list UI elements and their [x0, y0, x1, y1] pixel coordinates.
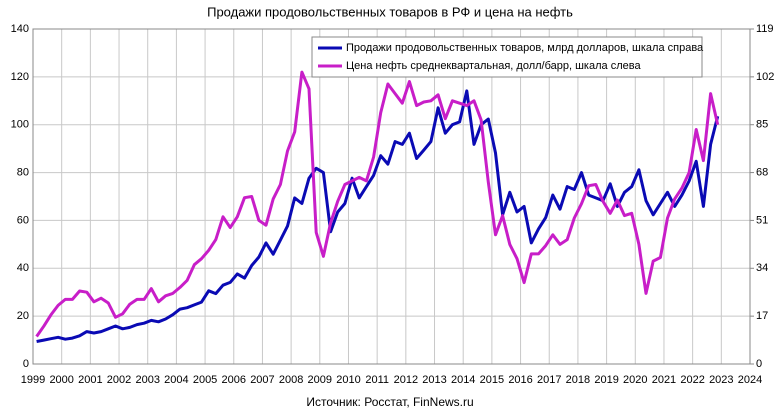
x-tick-label: 2016 — [508, 374, 532, 386]
plot-border — [32, 28, 751, 365]
y-tick-label: 20 — [17, 310, 29, 322]
y-tick-label: 120 — [11, 71, 29, 83]
x-tick-label: 2018 — [566, 374, 590, 386]
chart-title: Продажи продовольственных товаров в РФ и… — [207, 4, 573, 19]
y-tick-label: 60 — [17, 214, 29, 226]
x-tick-label: 2010 — [336, 374, 360, 386]
legend-label: Продажи продовольственных товаров, млрд … — [346, 42, 704, 54]
x-tick-label: 2024 — [738, 374, 762, 386]
y-tick-label: 0 — [23, 358, 29, 370]
x-tick-label: 2011 — [365, 374, 389, 386]
y2-tick-label: 0 — [756, 358, 762, 370]
x-tick-label: 2023 — [709, 374, 733, 386]
x-tick-label: 2009 — [308, 374, 332, 386]
y2-tick-label: 34 — [756, 262, 768, 274]
y2-tick-label: 102 — [756, 71, 774, 83]
x-tick-label: 2001 — [78, 374, 102, 386]
legend-box — [311, 36, 703, 78]
y2-tick-label: 17 — [756, 310, 768, 322]
x-tick-label: 2015 — [480, 374, 504, 386]
x-tick-label: 2013 — [422, 374, 446, 386]
x-tick-label: 2021 — [652, 374, 676, 386]
x-tick-label: 2014 — [451, 374, 475, 386]
x-tick-label: 2005 — [193, 374, 217, 386]
x-tick-label: 2007 — [250, 374, 274, 386]
x-tick-label: 2003 — [135, 374, 159, 386]
series-line — [35, 70, 720, 338]
x-tick-label: 2002 — [107, 374, 131, 386]
series-line — [36, 89, 720, 343]
source: Источник: Росстат, FinNews.ru — [306, 395, 473, 409]
y2-tick-label: 85 — [756, 119, 768, 131]
x-tick-label: 2019 — [594, 374, 618, 386]
legend-label: Цена нефть среднеквартальная, долл/барр,… — [346, 60, 641, 72]
y2-tick-label: 68 — [756, 166, 768, 178]
x-tick-label: 2004 — [164, 374, 188, 386]
x-tick-label: 2022 — [680, 374, 704, 386]
x-tick-label: 2012 — [394, 374, 418, 386]
x-tick-label: 2008 — [279, 374, 303, 386]
y-tick-label: 100 — [11, 119, 29, 131]
y-tick-label: 140 — [11, 23, 29, 35]
y2-tick-label: 51 — [756, 214, 768, 226]
x-tick-label: 2000 — [49, 374, 73, 386]
x-tick-label: 2006 — [222, 374, 246, 386]
y2-tick-label: 119 — [756, 23, 774, 35]
x-tick-label: 2020 — [623, 374, 647, 386]
y-tick-label: 40 — [17, 262, 29, 274]
x-tick-label: 1999 — [21, 374, 45, 386]
x-tick-label: 2017 — [537, 374, 561, 386]
y-tick-label: 80 — [17, 166, 29, 178]
